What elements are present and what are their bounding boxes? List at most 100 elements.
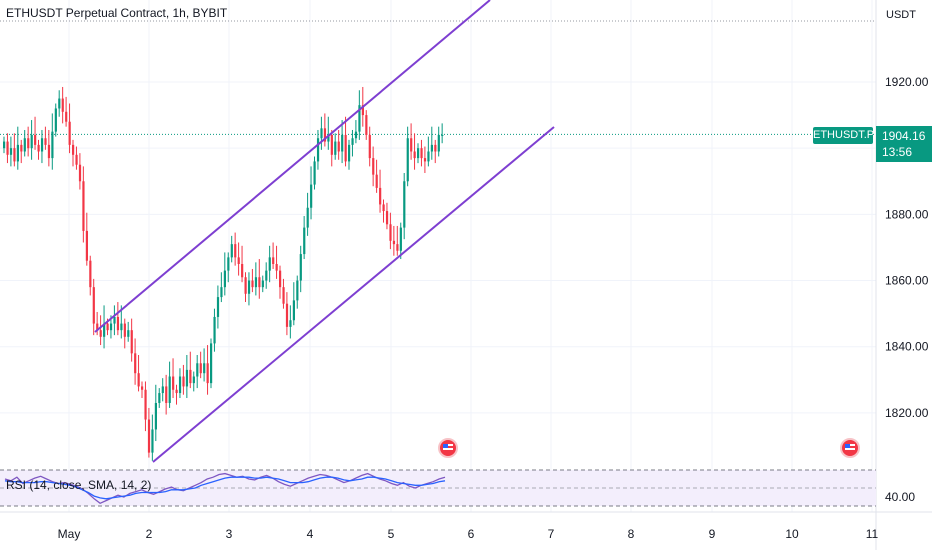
candle-body [78,164,82,182]
candle-body [403,181,406,228]
channel-upper-line [94,0,491,333]
candle-body [203,363,206,374]
candle-body [241,264,244,278]
candle-body [175,389,178,394]
candle-body [37,144,40,152]
y-tick-label: 1920.00 [885,75,929,89]
candle-body [72,144,75,155]
candle-body [227,257,230,271]
price-axis: 1920.001900.001880.001860.001840.001820.… [875,0,929,550]
candle-body [254,277,258,288]
candle-body [189,369,192,384]
x-tick-label: 2 [146,527,153,541]
candle-body [109,323,113,331]
candle-body [430,144,433,152]
candle-body [30,134,33,149]
x-tick-label: 7 [548,527,555,541]
candle-body [306,207,309,228]
x-tick-label: May [58,527,81,541]
candle-body [210,343,213,384]
symbol-price-tag: ETHUSDT.P [813,127,874,144]
candle-body [58,98,61,109]
candle-body [337,141,340,152]
candle-body [372,158,375,175]
candle-body [75,154,78,165]
candle-body [68,121,71,145]
candle-body [216,297,220,317]
candle-body [127,330,130,337]
candle-body [258,277,261,288]
rsi-line [4,472,446,505]
candle-body [89,260,92,288]
candle-body [158,393,161,403]
candle-body [40,138,44,152]
rsi-pane [0,469,876,507]
candle-body [137,373,140,387]
candle-body [313,161,316,185]
candle-body [113,316,116,324]
candle-body [316,138,320,162]
candle-body [330,134,333,155]
chart-grid [0,0,876,512]
candle-body [354,131,358,139]
candle-body [244,277,247,294]
candle-body [61,98,64,112]
candle-body [44,138,47,145]
candle-body [103,323,106,337]
candle-body [199,363,202,374]
candle-body [192,376,195,384]
candle-body [165,386,168,403]
candle-body [51,131,54,159]
candle-body [234,244,237,258]
candle-body [85,230,88,261]
candle-body [389,224,392,241]
us-flag-event-icon[interactable] [840,438,860,458]
candle-body [303,227,306,255]
candle-body [54,108,57,132]
candle-body [34,134,37,145]
candle-body [251,280,254,288]
x-tick-label: 6 [468,527,475,541]
candle-body [27,138,30,149]
candle-body [299,254,302,281]
candle-body [282,287,285,304]
candle-body [344,134,347,162]
candle-body [161,386,164,394]
rsi-ma-line [4,476,446,500]
candle-body [99,330,102,337]
candle-body [348,144,351,162]
candle-body [351,138,354,145]
candle-body [23,138,26,152]
x-tick-label: 4 [307,527,314,541]
x-tick-label: 11 [866,527,879,541]
candle-body [6,141,9,155]
candle-body [151,429,154,453]
candle-body [358,105,361,132]
candle-body [220,287,223,298]
last-price-value: 1904.16 [882,129,926,143]
us-flag-event-icon[interactable] [438,438,458,458]
candle-body [289,320,292,327]
candle-body [279,270,282,288]
candle-body [82,181,85,231]
candle-body [130,330,133,354]
x-tick-label: 3 [226,527,233,541]
candle-body [417,148,420,159]
candle-body [437,134,440,152]
last-price-tag: 1904.16 13:56 [876,126,932,162]
candle-body [141,386,144,390]
candle-body [47,144,51,159]
candle-body [441,134,444,136]
candle-body [116,316,120,331]
candle-body [261,280,264,288]
candle-body [275,264,278,271]
candle-body [96,323,99,331]
candle-body [368,134,371,159]
candle-body [92,287,95,324]
candle-body [206,363,209,384]
candle-body [213,316,216,344]
candle-body [320,128,323,139]
candle-body [265,270,268,281]
candle-body [230,244,233,258]
